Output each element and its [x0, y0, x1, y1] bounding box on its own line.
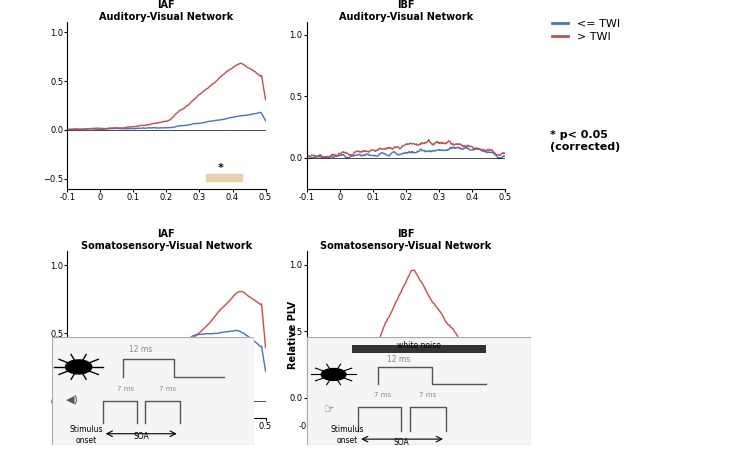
Text: 7 ms: 7 ms	[375, 392, 391, 398]
FancyBboxPatch shape	[307, 337, 531, 445]
Text: *: *	[411, 396, 417, 405]
Text: Stimulus
onset: Stimulus onset	[70, 425, 103, 445]
Text: SOA: SOA	[133, 432, 149, 441]
Text: * p< 0.05
(corrected): * p< 0.05 (corrected)	[550, 130, 620, 152]
Text: Stimulus
onset: Stimulus onset	[331, 425, 364, 445]
Text: 7 ms: 7 ms	[117, 386, 134, 392]
Bar	[406, 405, 429, 412]
Text: ☞: ☞	[323, 404, 335, 417]
Text: 7 ms: 7 ms	[159, 386, 176, 392]
X-axis label: time (s): time (s)	[384, 432, 427, 442]
Text: 12 ms: 12 ms	[387, 355, 411, 364]
Title: IBF
Auditory-Visual Network: IBF Auditory-Visual Network	[339, 0, 473, 22]
Text: white noise: white noise	[397, 341, 441, 350]
Text: Relative PLV: Relative PLV	[288, 300, 298, 369]
Title: IAF
Auditory-Visual Network: IAF Auditory-Visual Network	[99, 0, 233, 22]
Legend: <= TWI, > TWI: <= TWI, > TWI	[551, 19, 620, 42]
Circle shape	[66, 360, 92, 374]
Title: IBF
Somatosensory-Visual Network: IBF Somatosensory-Visual Network	[320, 229, 491, 251]
FancyBboxPatch shape	[352, 345, 486, 353]
Circle shape	[322, 369, 346, 380]
Bar	[437, 405, 457, 412]
FancyBboxPatch shape	[52, 337, 254, 445]
Text: 7 ms: 7 ms	[420, 392, 436, 398]
Text: ◀): ◀)	[66, 394, 79, 404]
Bar	[206, 174, 242, 181]
Text: *: *	[443, 396, 448, 405]
Title: IAF
Somatosensory-Visual Network: IAF Somatosensory-Visual Network	[81, 229, 252, 251]
Text: 12 ms: 12 ms	[129, 345, 153, 354]
Text: *: *	[218, 163, 224, 173]
Text: SOA: SOA	[393, 437, 409, 446]
